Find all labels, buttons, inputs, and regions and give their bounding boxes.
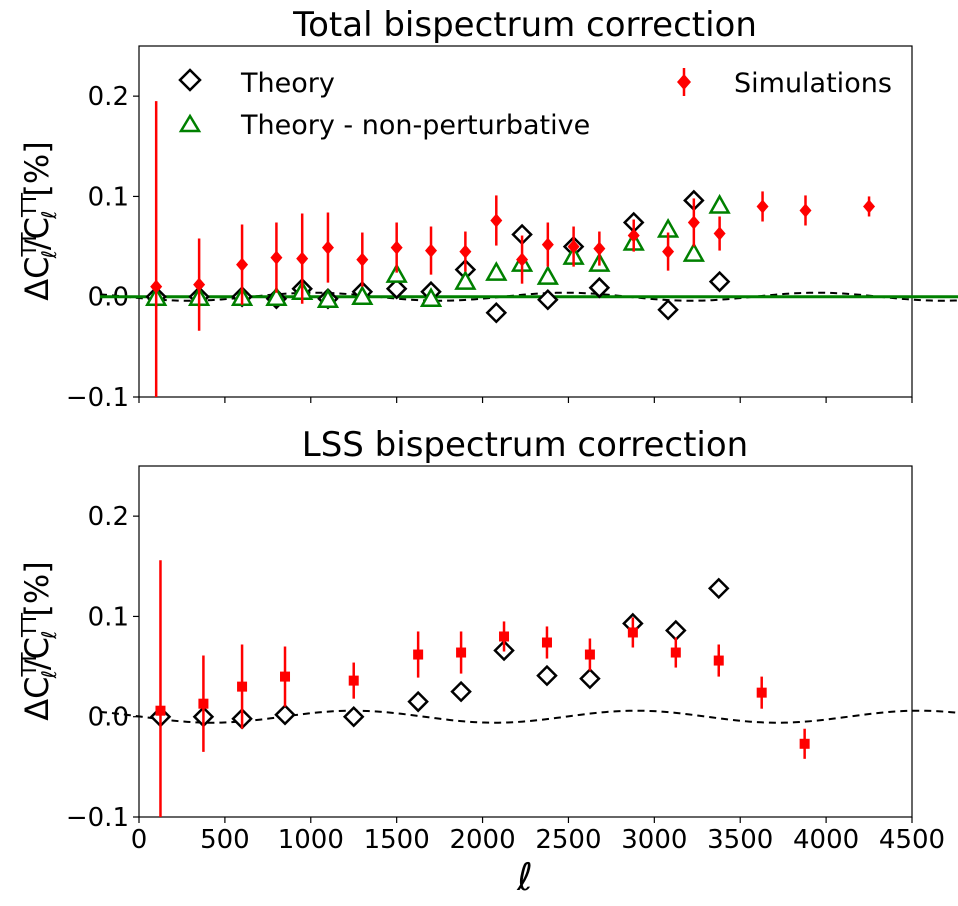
legend-nonpert-marker [178,113,202,133]
x-tick-label: 3000 [621,825,687,855]
y-axis-label-bottom: ΔCTTℓ/CTTℓ[%] [17,561,61,720]
theory-point [485,301,508,324]
x-tick-label: 3500 [707,825,773,855]
sim-point [193,277,206,292]
nonpert-point [351,285,374,305]
theory-point [342,705,365,728]
sim-point [627,627,638,638]
sim-point [296,251,309,266]
y-tick-label-bot: −0.1 [66,803,129,833]
legend-theory-marker [178,68,202,92]
sim-point [593,241,606,256]
sim-point [713,226,726,241]
y-tick-label-top: −0.1 [66,383,129,413]
sim-point [662,244,675,259]
sim-point [670,647,681,658]
sim-point [198,698,209,709]
legend-sims-label: Simulations [734,68,892,99]
y-tick-label-bot: 0.0 [88,703,129,733]
sim-point [756,199,769,214]
sim-point [348,675,359,686]
theory-point [588,276,611,299]
sim-point [687,215,700,230]
theory-curve-top [99,291,958,302]
nonpert-point [454,270,477,290]
theory-point [274,703,296,726]
sim-point [150,279,163,294]
panel-total-bispectrum: Total bispectrum correction ΔCTTℓ/CTTℓ[%… [17,5,958,413]
x-tick-label: 4500 [879,825,945,855]
theory-point [579,667,601,690]
theory-point [385,277,408,300]
theory-point [450,680,472,703]
nonpert-point [682,242,705,262]
y-tick-label-bot: 0.1 [88,602,129,632]
sim-point [516,252,529,267]
sim-point [541,237,554,252]
theory-point [708,270,731,293]
sim-point [756,687,767,698]
sim-point [584,649,595,660]
sim-point [627,228,640,243]
y-tick-label-top: 0.1 [88,182,129,212]
legend-nonpert-label: Theory - non-perturbative [240,110,590,141]
sim-point [390,240,403,255]
sim-point [280,671,291,682]
theory-point [707,577,730,600]
sim-point [490,213,503,228]
plot-frame-top [138,45,913,398]
x-tick-label: 2000 [449,825,515,855]
sim-point [425,243,438,258]
nonpert-point [536,265,559,285]
sim-point [456,647,467,658]
nonpert-point [265,286,288,306]
sim-point [356,252,369,267]
theory-point [657,298,679,321]
plot-frame-bottom [138,465,913,818]
sim-point [541,637,552,648]
y-tick-label-bot: 0.2 [88,502,129,532]
sim-point [713,655,724,666]
x-tick-label: 2500 [535,825,601,855]
nonpert-curve [100,295,958,299]
theory-curve-bot [99,709,958,724]
nonpert-point [385,263,408,283]
x-tick-label: 0 [131,825,148,855]
sim-point [270,250,283,265]
x-tick-label: 1500 [364,825,430,855]
theory-point [537,288,559,311]
nonpert-point [316,288,340,308]
panel-lss-bispectrum: LSS bispectrum correction ΔCTTℓ/CTTℓ[%] … [17,425,958,899]
sim-point [413,649,424,660]
sim-point [799,203,812,218]
nonpert-point [708,193,731,214]
x-tick-label: 1000 [278,825,344,855]
legend-top: Theory Theory - non-perturbative Simulat… [178,68,892,141]
sim-point [321,240,334,255]
y-axis-label-top: ΔCTTℓ/CTTℓ[%] [17,141,61,300]
sim-point [799,738,810,749]
sim-point [459,244,472,259]
x-tick-label: 4000 [793,825,859,855]
sim-point [236,257,249,272]
y-tick-label-top: 0.2 [88,82,129,112]
sim-point [155,705,166,716]
sim-point [567,239,580,254]
legend-theory-label: Theory [240,68,335,99]
chart-title-total: Total bispectrum correction [292,5,757,45]
sim-point [499,631,510,642]
nonpert-point [419,287,443,307]
legend-sims-marker [677,74,691,90]
x-tick-label: 500 [200,825,250,855]
sim-point [237,681,248,692]
theory-point [407,690,429,713]
theory-point [665,619,687,642]
nonpert-point [485,261,508,281]
theory-point [536,664,558,687]
x-axis-label: ℓ [516,855,533,899]
sim-point [863,199,876,214]
chart-title-lss: LSS bispectrum correction [302,425,748,465]
